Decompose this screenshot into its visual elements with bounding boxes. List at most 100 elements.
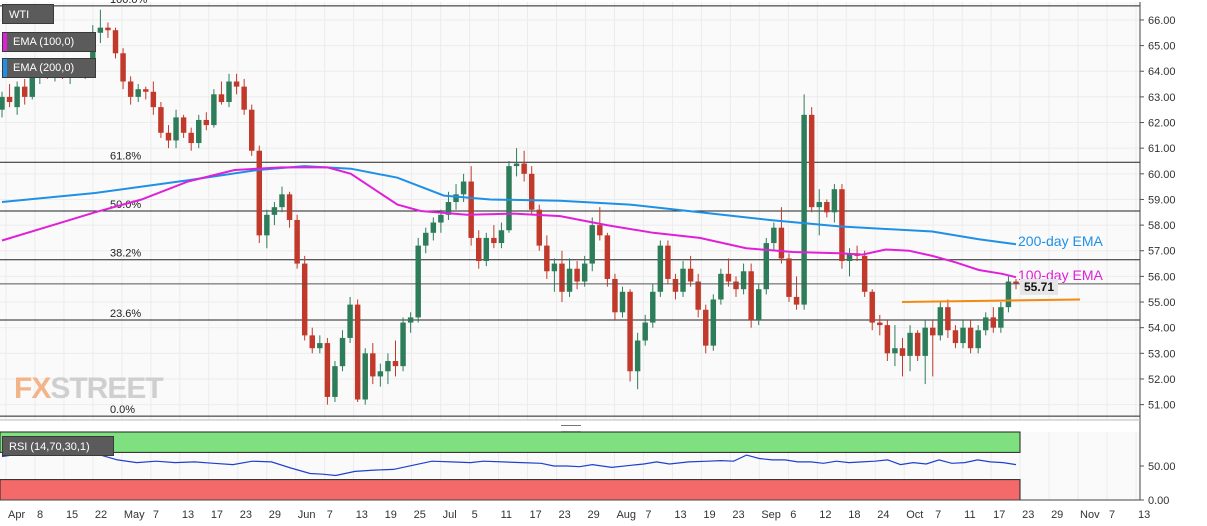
candle-body xyxy=(218,94,225,103)
candle-body xyxy=(513,163,520,167)
candle-body xyxy=(544,245,550,272)
y-tick-label: 60.00 xyxy=(1148,169,1176,181)
x-tick-label: 7 xyxy=(935,509,941,521)
x-tick-label: 5 xyxy=(472,509,478,521)
y-tick-label: 51.00 xyxy=(1148,400,1176,412)
candle-body xyxy=(324,343,331,397)
candle-body xyxy=(112,30,119,54)
candle-body xyxy=(634,340,641,372)
x-tick-label: 11 xyxy=(964,509,975,521)
candle-body xyxy=(619,291,626,313)
candle-body xyxy=(604,235,611,279)
legend-ema200-label: EMA (200,0) xyxy=(13,62,75,74)
legend-ema100-label: EMA (100,0) xyxy=(13,36,75,48)
x-tick-label: 13 xyxy=(182,509,194,521)
candle-body xyxy=(294,219,300,264)
candle-body xyxy=(551,263,558,272)
x-tick-label: 12 xyxy=(819,509,831,521)
rsi-label[interactable]: RSI (14,70,30,1) xyxy=(2,436,114,456)
candle-body xyxy=(279,194,285,208)
candle-body xyxy=(907,332,913,356)
x-tick-label: 23 xyxy=(240,509,252,521)
candle-body xyxy=(241,86,247,110)
x-tick-label: Aug xyxy=(616,509,636,521)
y-tick-label: 61.00 xyxy=(1148,143,1176,155)
candle-body xyxy=(317,343,323,349)
candle-body xyxy=(960,327,966,344)
candle-body xyxy=(423,232,429,246)
candle-body xyxy=(922,327,928,356)
candle-body xyxy=(196,119,202,144)
x-tick-label: 17 xyxy=(211,509,223,521)
candle-body xyxy=(869,291,875,323)
pane-resize-handle[interactable] xyxy=(561,425,581,432)
candle-body xyxy=(990,317,997,328)
candle-body xyxy=(1013,281,1019,284)
candle-body xyxy=(589,225,595,264)
x-tick-label: 24 xyxy=(877,509,889,521)
candle-body xyxy=(831,189,838,213)
rsi-overbought-zone xyxy=(0,431,1021,453)
ema100-swatch xyxy=(3,33,7,51)
candle-body xyxy=(6,96,13,103)
y-tick-label: 57.00 xyxy=(1148,246,1176,258)
candle-body xyxy=(286,194,293,220)
candle-body xyxy=(983,317,989,331)
candle-body xyxy=(846,253,853,262)
candle-body xyxy=(528,173,535,210)
candle-body xyxy=(97,27,104,33)
candle-body xyxy=(998,307,1004,328)
candle-body xyxy=(165,132,172,141)
rsi-y-tick-label: 50.00 xyxy=(1148,461,1176,473)
legend-ema100[interactable]: EMA (100,0) xyxy=(2,32,96,52)
candle-body xyxy=(559,263,565,292)
candle-body xyxy=(975,330,981,349)
x-tick-label: 17 xyxy=(993,509,1005,521)
ema200-swatch xyxy=(3,59,7,77)
candle-body xyxy=(362,353,368,400)
candle-body xyxy=(861,255,868,292)
fib-level-label: 0.0% xyxy=(110,404,135,416)
legend-ema200[interactable]: EMA (200,0) xyxy=(2,58,96,78)
candle-body xyxy=(256,150,263,236)
candle-body xyxy=(801,114,807,305)
fib-level-label: 100.0% xyxy=(110,0,148,6)
x-tick-label: 25 xyxy=(414,509,426,521)
y-tick-label: 63.00 xyxy=(1148,92,1176,104)
x-tick-label: 29 xyxy=(269,509,281,521)
candle-body xyxy=(415,245,421,318)
candle-body xyxy=(370,353,376,377)
rsi-line xyxy=(1,449,1017,477)
y-tick-label: 65.00 xyxy=(1148,41,1176,53)
candle-body xyxy=(468,181,474,238)
candle-body xyxy=(135,89,141,97)
ema200-line xyxy=(1,165,1017,246)
x-tick-label: 22 xyxy=(95,509,107,521)
candle-body xyxy=(755,289,762,320)
candle-body xyxy=(400,322,406,367)
symbol-label[interactable]: WTI xyxy=(2,4,54,24)
y-tick-label: 52.00 xyxy=(1148,374,1176,386)
y-tick-label: 64.00 xyxy=(1148,66,1176,78)
candle-body xyxy=(740,271,747,290)
candle-body xyxy=(703,309,709,346)
candle-body xyxy=(680,268,686,292)
trendline xyxy=(901,298,1081,304)
candle-body xyxy=(264,214,270,236)
candle-body xyxy=(188,132,194,144)
candle-body xyxy=(597,225,603,236)
candle-body xyxy=(899,348,906,356)
candle-body xyxy=(824,202,830,213)
candle-body xyxy=(1005,281,1012,308)
x-tick-label: 7 xyxy=(153,509,159,521)
candle-body xyxy=(733,281,739,290)
y-tick-label: 66.00 xyxy=(1148,15,1176,27)
candle-body xyxy=(483,237,490,262)
candle-body xyxy=(347,304,353,338)
x-tick-label: 13 xyxy=(674,509,686,521)
candle-body xyxy=(892,348,898,354)
candle-body xyxy=(354,304,361,400)
candle-body xyxy=(710,299,717,346)
